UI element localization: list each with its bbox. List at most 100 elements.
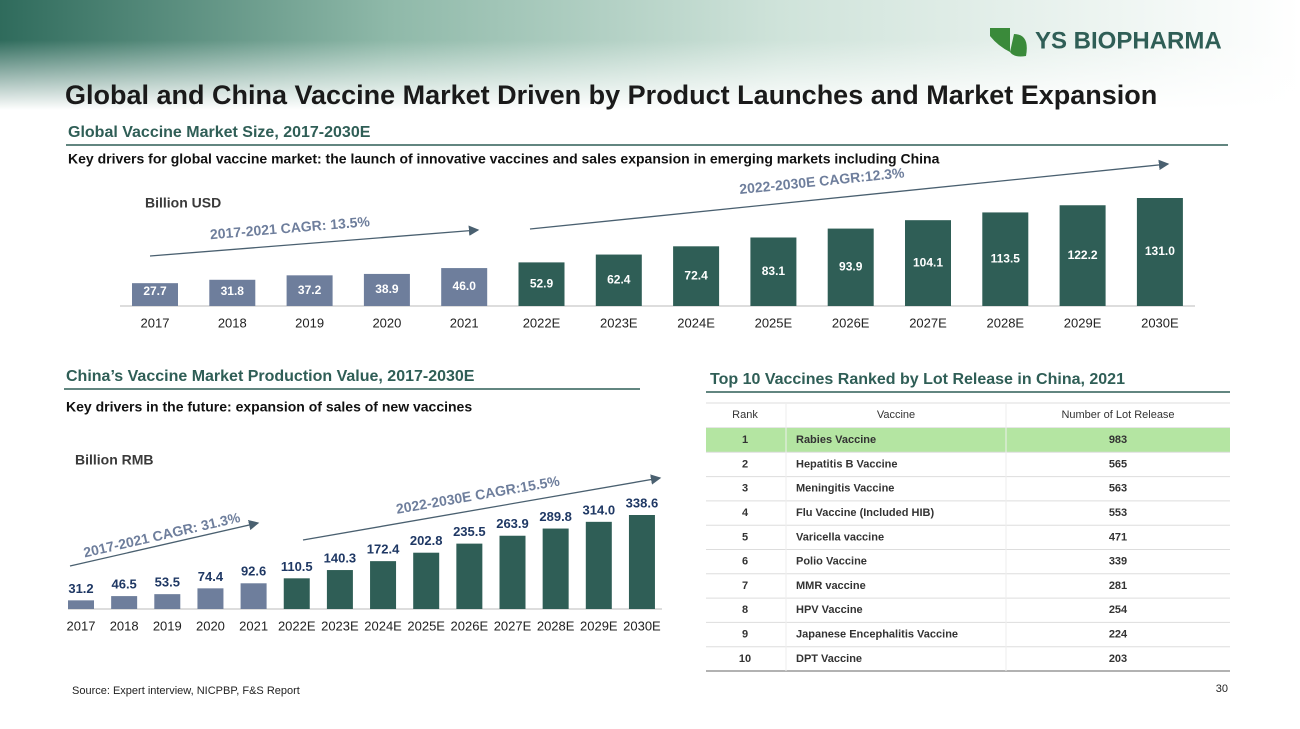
table-cell: 5: [742, 531, 748, 543]
table-cell: 983: [1109, 434, 1127, 446]
table-cell: 224: [1109, 628, 1128, 640]
data-label: 46.0: [453, 279, 477, 293]
table-cell: 6: [742, 556, 748, 568]
bar: [132, 283, 178, 306]
x-tick-label: 2023E: [321, 618, 359, 633]
column-header: Rank: [732, 409, 758, 421]
x-tick-label: 2020: [196, 618, 225, 633]
data-label: 72.4: [684, 268, 708, 282]
bar: [240, 583, 267, 609]
x-tick-label: 2018: [110, 618, 139, 633]
bar: [209, 279, 256, 306]
table-cell: 1: [742, 434, 748, 446]
bar: [197, 588, 224, 609]
data-label: 110.5: [281, 559, 313, 574]
bar: [326, 570, 353, 609]
x-tick-label: 2028E: [987, 315, 1025, 330]
x-tick-label: 2020: [372, 315, 401, 330]
bar: [111, 596, 138, 609]
bar: [154, 594, 181, 609]
data-label: 74.4: [198, 569, 224, 584]
x-tick-label: 2021: [239, 618, 268, 633]
x-tick-label: 2030E: [623, 618, 661, 633]
x-tick-label: 2027E: [494, 618, 532, 633]
x-tick-label: 2025E: [755, 315, 793, 330]
x-tick-label: 2029E: [580, 618, 618, 633]
bar: [982, 212, 1029, 306]
cagr-arrow: [69, 519, 260, 567]
x-tick-label: 2019: [153, 618, 182, 633]
data-label: 131.0: [1145, 244, 1175, 258]
column-header: Vaccine: [877, 409, 915, 421]
bar: [499, 535, 526, 609]
x-tick-label: 2025E: [407, 618, 445, 633]
table-cell: Rabies Vaccine: [796, 434, 876, 446]
data-label: 38.9: [375, 282, 399, 296]
x-tick-label: 2023E: [600, 315, 638, 330]
column-header: Number of Lot Release: [1061, 409, 1174, 421]
table-cell: 8: [742, 604, 748, 616]
bar: [413, 552, 440, 609]
data-label: 314.0: [583, 502, 616, 517]
data-label: 93.9: [839, 259, 863, 273]
data-label: 52.9: [530, 276, 554, 290]
x-tick-label: 2022E: [278, 618, 316, 633]
data-label: 104.1: [913, 255, 943, 269]
bar: [750, 237, 797, 306]
unit-label: Billion USD: [145, 195, 221, 211]
table-cell: 3: [742, 483, 748, 495]
data-label: 53.5: [155, 575, 180, 590]
bar: [1136, 198, 1183, 306]
bar: [1059, 205, 1106, 306]
data-label: 122.2: [1068, 248, 1098, 262]
cagr-arrow: [149, 225, 480, 257]
table-cell: DPT Vaccine: [796, 653, 862, 665]
slide-title: Global and China Vaccine Market Driven b…: [65, 80, 1157, 110]
x-tick-label: 2030E: [1141, 315, 1179, 330]
bar: [585, 521, 612, 609]
data-label: 263.9: [496, 516, 529, 531]
data-label: 202.8: [410, 533, 443, 548]
data-label: 235.5: [453, 524, 486, 539]
bar: [456, 543, 483, 609]
logo-icon: [990, 28, 1027, 57]
data-label: 92.6: [241, 564, 266, 579]
x-tick-label: 2027E: [909, 315, 947, 330]
x-tick-label: 2018: [218, 315, 247, 330]
bar: [363, 273, 410, 306]
page-number: 30: [1216, 683, 1228, 695]
table-cell: Hepatitis B Vaccine: [796, 458, 898, 470]
bar: [283, 578, 310, 609]
bar: [673, 246, 720, 306]
data-label: 172.4: [367, 542, 400, 557]
data-label: 83.1: [762, 264, 786, 278]
data-label: 338.6: [626, 495, 659, 510]
x-tick-label: 2017: [67, 618, 96, 633]
x-tick-label: 2026E: [451, 618, 489, 633]
bar: [542, 528, 569, 609]
cagr-annotation: 2017-2021 CAGR: 13.5%: [209, 213, 371, 242]
table-cell: 9: [742, 628, 748, 640]
table-cell: Polio Vaccine: [796, 556, 867, 568]
subtitle: Key drivers in the future: expansion of …: [66, 399, 472, 415]
section-title: Global Vaccine Market Size, 2017-2030E: [68, 124, 371, 141]
table-cell: 565: [1109, 458, 1127, 470]
table-cell: MMR vaccine: [796, 580, 866, 592]
cagr-annotation: 2017-2021 CAGR: 31.3%: [82, 509, 242, 561]
data-label: 27.7: [143, 284, 167, 298]
x-tick-label: 2024E: [677, 315, 715, 330]
cagr-annotation: 2022-2030E CAGR:12.3%: [739, 164, 906, 197]
x-tick-label: 2029E: [1064, 315, 1102, 330]
cagr-arrow: [302, 474, 662, 541]
table-cell: 4: [742, 507, 749, 519]
data-label: 113.5: [991, 251, 1021, 265]
source: Source: Expert interview, NICPBP, F&S Re…: [72, 685, 300, 697]
table-cell: 563: [1109, 483, 1127, 495]
data-label: 140.3: [324, 550, 357, 565]
table-cell: Meningitis Vaccine: [796, 483, 894, 495]
subtitle: Key drivers for global vaccine market: t…: [68, 151, 940, 167]
bar: [441, 268, 488, 306]
x-tick-label: 2026E: [832, 315, 870, 330]
bar: [827, 228, 874, 306]
